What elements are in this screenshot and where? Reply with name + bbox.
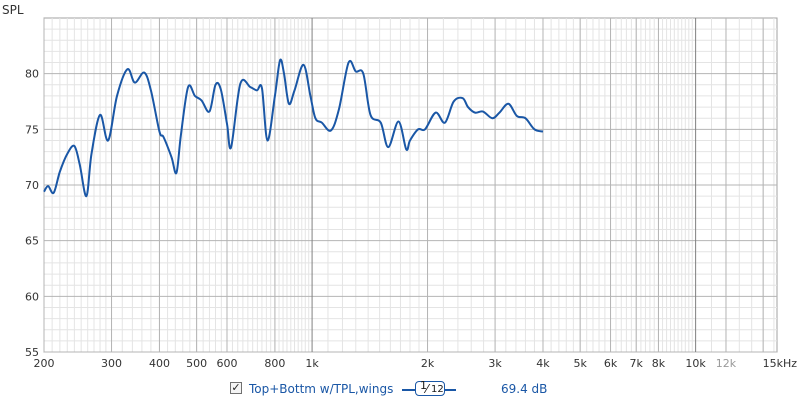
x-tick-label: 3k <box>488 357 502 370</box>
legend: ✓ Top+Bottm w/TPL,wings 1 ⁄ 12 69.4 dB <box>0 378 800 402</box>
major-grid <box>43 18 777 353</box>
x-tick-label: 2k <box>421 357 435 370</box>
x-tick-label: 6k <box>604 357 618 370</box>
x-tick-label: 1k <box>305 357 319 370</box>
x-tick-label: 12k <box>716 357 737 370</box>
fraction-slash-icon: ⁄ <box>426 382 429 396</box>
series-group <box>43 58 544 198</box>
legend-value-readout: 69.4 dB <box>501 382 548 396</box>
x-tick-label: 15kHz <box>763 357 798 370</box>
x-tick-label: 4k <box>536 357 550 370</box>
x-tick-label: 500 <box>186 357 207 370</box>
y-tick-label: 55 <box>25 346 39 359</box>
x-tick-label: 200 <box>34 357 55 370</box>
y-tick-label: 70 <box>25 179 39 192</box>
x-tick-label: 7k <box>630 357 644 370</box>
y-tick-label: 75 <box>25 123 39 136</box>
x-tick-label: 600 <box>216 357 237 370</box>
y-tick-labels: 55 60 65 70 75 80 <box>25 68 39 359</box>
x-tick-label: 300 <box>101 357 122 370</box>
checkmark-icon: ✓ <box>231 381 241 394</box>
x-tick-label: 800 <box>264 357 285 370</box>
smoothing-denominator: 12 <box>431 384 444 395</box>
smoothing-numerator: 1 <box>420 379 427 392</box>
y-tick-label: 60 <box>25 290 39 303</box>
x-tick-label: 400 <box>149 357 170 370</box>
x-tick-label: 5k <box>573 357 587 370</box>
y-tick-label: 65 <box>25 235 39 248</box>
y-axis-label: SPL <box>2 3 24 17</box>
x-tick-label: 8k <box>652 357 666 370</box>
legend-series-label: Top+Bottm w/TPL,wings <box>249 382 394 396</box>
series-visibility-checkbox[interactable]: ✓ <box>230 382 242 394</box>
x-tick-label: 10k <box>685 357 706 370</box>
x-tick-labels: 200 300 400 500 600 800 1k 2k 3k 4k 5k 6k 7k 8k 10k 12k… <box>34 357 798 370</box>
smoothing-selector[interactable]: 1 ⁄ 12 <box>402 379 456 398</box>
y-tick-label: 80 <box>25 68 39 81</box>
series-line <box>43 58 544 198</box>
smoothing-box: 1 ⁄ 12 <box>415 379 445 396</box>
